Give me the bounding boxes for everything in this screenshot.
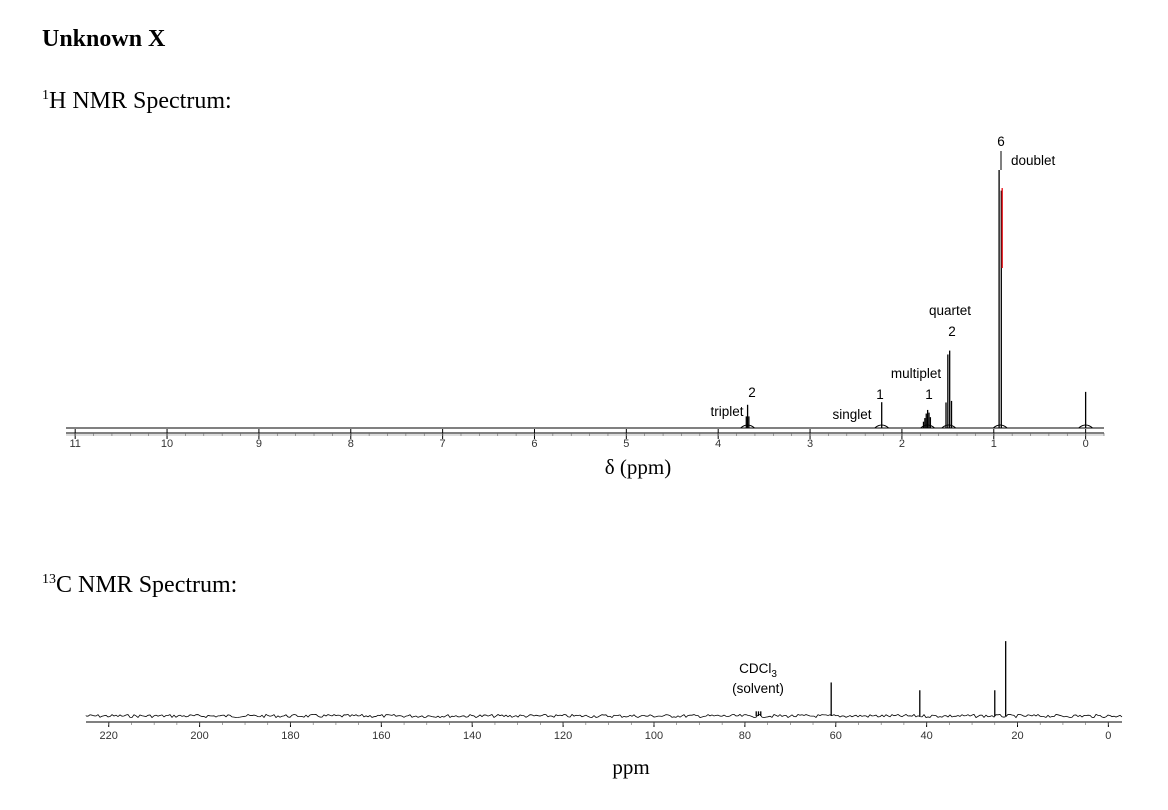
c-solvent-formula-subscript: 3	[771, 669, 777, 680]
h-nmr-heading-text: H NMR Spectrum:	[49, 88, 232, 114]
h-x-tick-label: 2	[899, 438, 905, 450]
h-x-tick-label: 7	[440, 438, 446, 450]
h-x-tick-label: 4	[715, 438, 721, 450]
page-title: Unknown X	[42, 26, 166, 52]
h-peak-shoulder	[992, 424, 1008, 429]
h-x-tick-label: 11	[69, 438, 80, 450]
h-peak-multiplicity-label: triplet	[710, 404, 743, 419]
h-x-tick-label: 10	[161, 438, 173, 450]
c-nmr-heading-text: C NMR Spectrum:	[56, 572, 238, 598]
c-x-tick-label: 20	[1011, 730, 1023, 742]
h-peak-shoulder	[920, 424, 935, 429]
c-solvent-formula: CDCl	[739, 661, 771, 676]
h-peak-integration-label: 1	[876, 387, 884, 402]
h-peak-shoulder	[1078, 424, 1093, 429]
c-x-tick-label: 200	[190, 730, 208, 742]
h-peak-integration-label: 2	[748, 385, 756, 400]
h-x-tick-label: 1	[991, 438, 997, 450]
h-x-tick-label: 0	[1083, 438, 1089, 450]
h-x-tick-label: 3	[807, 438, 813, 450]
c-x-tick-label: 140	[463, 730, 481, 742]
h-peak-multiplicity-label: singlet	[832, 407, 871, 422]
h-peak-integration-label: 2	[948, 324, 956, 339]
h-peak-multiplicity-label: doublet	[1011, 153, 1056, 168]
h-x-tick-label: 6	[531, 438, 537, 450]
h-peak-shoulder	[874, 424, 890, 429]
h-peak-multiplicity-label: quartet	[929, 303, 971, 318]
h-x-tick-label: 9	[256, 438, 262, 450]
c-x-tick-label: 60	[830, 730, 842, 742]
c-x-tick-label: 120	[554, 730, 572, 742]
c-x-tick-label: 160	[372, 730, 390, 742]
c-x-tick-label: 100	[645, 730, 663, 742]
h-nmr-heading: 1H NMR Spectrum:	[42, 88, 232, 115]
h-peak-multiplicity-label: multiplet	[891, 366, 942, 381]
h-nmr-heading-superscript: 1	[42, 88, 49, 103]
c-x-tick-label: 220	[100, 730, 118, 742]
c-x-tick-label: 0	[1105, 730, 1111, 742]
h-peak-shoulder	[740, 424, 755, 429]
c-x-tick-label: 180	[281, 730, 299, 742]
c-nmr-heading-superscript: 13	[42, 572, 56, 587]
c-solvent-formula-label: CDCl3	[739, 661, 777, 680]
c-nmr-heading: 13C NMR Spectrum:	[42, 572, 237, 599]
h-x-tick-label: 5	[623, 438, 629, 450]
c-solvent-note-label: (solvent)	[732, 681, 784, 696]
c-noise-baseline	[85, 713, 1123, 719]
h-peak-integration-label: 1	[925, 387, 933, 402]
c-x-axis-title: ppm	[612, 755, 649, 779]
h-x-tick-label: 8	[348, 438, 354, 450]
h-x-axis-title: δ (ppm)	[605, 455, 671, 479]
c-x-tick-label: 80	[739, 730, 751, 742]
h-peak-shoulder	[941, 424, 957, 429]
c-x-tick-label: 40	[920, 730, 932, 742]
h-peak-integration-label: 6	[997, 134, 1005, 149]
